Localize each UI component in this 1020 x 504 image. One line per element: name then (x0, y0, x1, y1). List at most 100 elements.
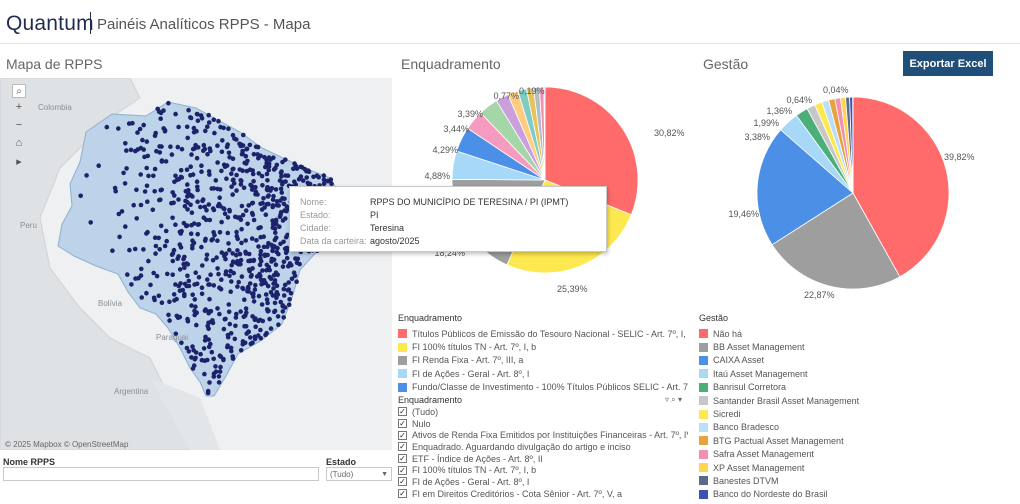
rpps-marker[interactable] (215, 306, 220, 311)
rpps-marker[interactable] (201, 142, 207, 148)
rpps-marker[interactable] (167, 299, 172, 305)
rpps-marker[interactable] (258, 234, 264, 240)
rpps-marker[interactable] (141, 247, 146, 252)
rpps-marker[interactable] (126, 121, 132, 126)
rpps-marker[interactable] (248, 182, 253, 188)
rpps-marker[interactable] (247, 281, 253, 286)
rpps-marker[interactable] (325, 178, 331, 184)
rpps-marker[interactable] (177, 242, 183, 247)
rpps-marker[interactable] (229, 171, 234, 176)
rpps-marker[interactable] (211, 374, 217, 379)
rpps-marker[interactable] (222, 211, 228, 216)
rpps-marker[interactable] (242, 297, 247, 302)
rpps-marker[interactable] (203, 128, 208, 134)
rpps-marker[interactable] (199, 285, 205, 290)
rpps-marker[interactable] (178, 281, 183, 286)
rpps-marker[interactable] (219, 219, 224, 225)
rpps-marker[interactable] (227, 247, 232, 253)
rpps-marker[interactable] (272, 300, 278, 306)
rpps-marker[interactable] (206, 202, 212, 207)
zoom-out-button[interactable]: − (15, 119, 23, 131)
pie-slice[interactable] (756, 129, 854, 246)
rpps-marker[interactable] (243, 324, 249, 329)
rpps-marker[interactable] (214, 255, 219, 260)
rpps-marker[interactable] (245, 158, 250, 164)
rpps-marker[interactable] (134, 187, 139, 193)
rpps-marker[interactable] (258, 336, 264, 341)
play-icon[interactable]: ▸ (16, 155, 22, 168)
rpps-marker[interactable] (271, 286, 276, 291)
rpps-marker[interactable] (157, 247, 162, 252)
rpps-marker[interactable] (243, 238, 248, 243)
legend-item[interactable]: FI Renda Fixa - Art. 7º, III, a (398, 354, 688, 367)
rpps-marker[interactable] (250, 212, 256, 217)
rpps-marker[interactable] (199, 244, 204, 250)
rpps-marker[interactable] (198, 113, 204, 118)
rpps-marker[interactable] (229, 279, 234, 284)
rpps-marker[interactable] (137, 126, 143, 132)
rpps-marker[interactable] (208, 319, 214, 325)
rpps-marker[interactable] (175, 144, 181, 150)
rpps-marker[interactable] (260, 183, 265, 188)
rpps-marker[interactable] (238, 178, 243, 183)
rpps-marker[interactable] (280, 159, 285, 165)
rpps-marker[interactable] (122, 181, 128, 186)
rpps-marker[interactable] (188, 115, 193, 120)
rpps-marker[interactable] (182, 291, 187, 297)
rpps-marker[interactable] (176, 254, 181, 259)
rpps-marker[interactable] (178, 174, 184, 180)
rpps-marker[interactable] (173, 282, 178, 287)
rpps-marker[interactable] (280, 309, 286, 314)
rpps-marker[interactable] (206, 282, 211, 287)
rpps-marker[interactable] (250, 314, 255, 319)
rpps-marker[interactable] (216, 201, 222, 207)
rpps-marker[interactable] (240, 168, 245, 173)
rpps-marker[interactable] (132, 246, 138, 252)
rpps-marker[interactable] (121, 170, 126, 176)
rpps-marker[interactable] (235, 284, 240, 289)
map-canvas[interactable]: Colombia Peru Bolívia Paraguai Argentina (0, 78, 392, 450)
zoom-in-button[interactable]: + (15, 101, 23, 113)
rpps-marker[interactable] (258, 201, 263, 207)
rpps-marker[interactable] (141, 122, 146, 128)
rpps-marker[interactable] (282, 246, 288, 251)
rpps-marker[interactable] (151, 270, 156, 276)
rpps-marker[interactable] (119, 209, 125, 214)
rpps-marker[interactable] (200, 263, 205, 268)
rpps-marker[interactable] (277, 178, 283, 183)
rpps-marker[interactable] (153, 251, 158, 256)
rpps-marker[interactable] (251, 179, 256, 184)
rpps-marker[interactable] (222, 253, 227, 259)
rpps-marker[interactable] (311, 174, 316, 180)
rpps-marker[interactable] (215, 266, 220, 271)
rpps-marker[interactable] (189, 303, 194, 308)
rpps-marker[interactable] (226, 241, 231, 246)
rpps-marker[interactable] (219, 250, 225, 255)
rpps-marker[interactable] (173, 331, 179, 337)
rpps-marker[interactable] (150, 207, 156, 213)
rpps-marker[interactable] (224, 163, 230, 168)
rpps-marker[interactable] (207, 146, 213, 151)
rpps-marker[interactable] (238, 348, 244, 353)
rpps-marker[interactable] (173, 111, 178, 117)
filter-checkbox-item[interactable]: ✓ FI de Ações - Geral - Art. 8º, I (398, 476, 688, 488)
rpps-marker[interactable] (297, 261, 302, 267)
rpps-marker[interactable] (216, 380, 222, 385)
rpps-marker[interactable] (193, 270, 198, 275)
rpps-marker[interactable] (138, 145, 144, 151)
rpps-marker[interactable] (203, 236, 208, 242)
rpps-marker[interactable] (237, 251, 243, 257)
filter-checkbox-item[interactable]: ✓ (Tudo) (398, 406, 688, 418)
rpps-marker[interactable] (240, 148, 245, 154)
rpps-marker[interactable] (229, 262, 234, 268)
rpps-marker[interactable] (178, 167, 184, 173)
rpps-marker[interactable] (151, 295, 157, 301)
nome-rpps-input[interactable] (3, 467, 319, 481)
rpps-marker[interactable] (151, 173, 156, 179)
rpps-marker[interactable] (279, 190, 285, 195)
rpps-marker[interactable] (210, 258, 216, 263)
rpps-marker[interactable] (284, 204, 290, 209)
rpps-marker[interactable] (206, 112, 211, 118)
rpps-marker[interactable] (223, 316, 228, 322)
rpps-marker[interactable] (192, 308, 197, 314)
